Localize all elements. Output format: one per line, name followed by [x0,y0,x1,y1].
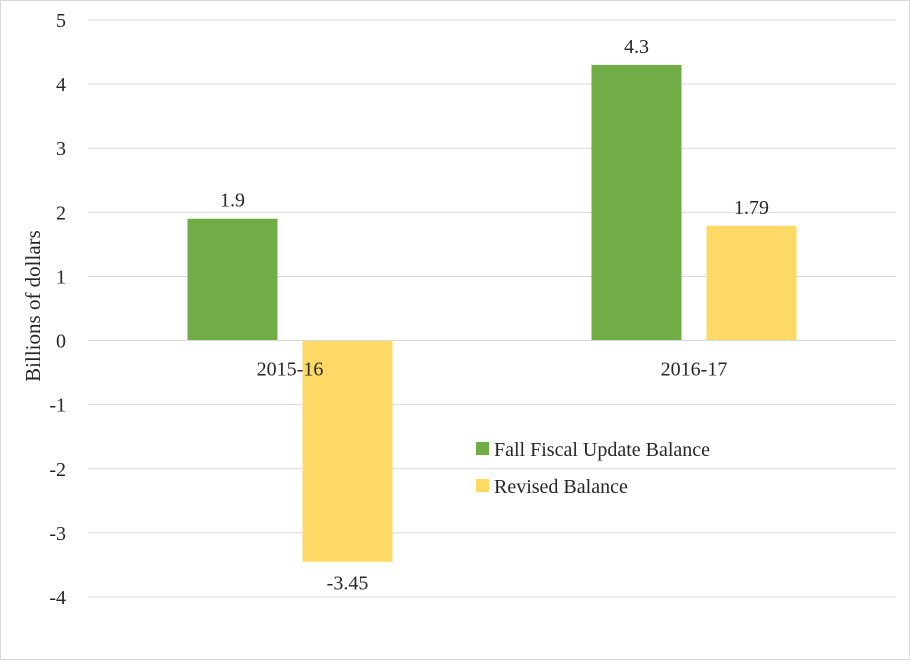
legend-swatch [476,479,489,492]
data-label: 1.9 [220,190,245,212]
legend-swatch [476,442,489,455]
y-axis-tick-labels: 5 4 3 2 1 0 -1 -2 -3 -4 [49,10,66,609]
y-tick-label: 3 [56,138,66,160]
y-tick-label: -3 [49,523,66,545]
legend-label: Revised Balance [494,476,628,498]
legend: Fall Fiscal Update Balance Revised Balanc… [476,439,710,498]
x-axis-tick-labels: 2015-16 2016-17 [257,359,728,381]
y-tick-label: -1 [49,395,66,417]
legend-label: Fall Fiscal Update Balance [494,439,710,461]
bar [706,225,797,341]
x-tick-label: 2016-17 [661,359,728,381]
data-labels: 1.9 -3.45 4.3 1.79 [220,36,769,595]
y-tick-label: 4 [56,74,66,96]
bars [187,64,797,562]
x-tick-label: 2015-16 [257,359,324,381]
bar [302,340,393,562]
data-label: 4.3 [624,36,649,58]
y-tick-label: -2 [49,459,66,481]
y-tick-label: -4 [49,587,66,609]
data-label: -3.45 [327,573,369,595]
y-tick-label: 5 [56,10,66,32]
y-tick-label: 0 [56,331,66,353]
bar [187,218,278,341]
bar [591,64,682,341]
gridlines [88,19,896,598]
y-tick-label: 2 [56,202,66,224]
y-axis-title: Billions of dollars [21,230,45,382]
y-tick-label: 1 [56,266,66,288]
data-label: 1.79 [734,197,769,219]
